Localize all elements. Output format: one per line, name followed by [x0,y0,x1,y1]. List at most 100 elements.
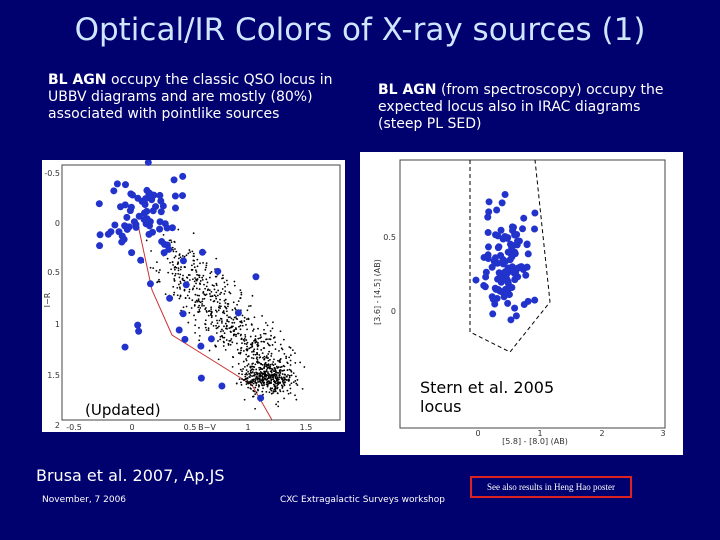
point [214,345,217,348]
point [188,249,191,251]
point [199,280,202,282]
point [127,203,135,211]
point [96,231,104,239]
right-text: BL AGN (from spectroscopy) occupy the ex… [378,82,688,133]
point [288,356,291,359]
point [249,384,252,386]
point [299,361,302,364]
point [179,172,187,180]
left-text: BL AGN occupy the classic QSO locus in U… [48,72,358,123]
point [261,376,264,379]
point [260,363,263,366]
point [210,316,213,319]
point [272,392,274,394]
point [188,288,191,291]
point [196,294,199,297]
point [218,302,221,305]
point [258,372,261,375]
point [291,349,294,352]
point [241,373,243,376]
point [177,269,180,272]
point [263,374,266,377]
point [215,284,218,287]
point [227,316,230,319]
point [277,372,280,374]
point [142,195,150,203]
point [253,348,256,351]
point [115,228,123,236]
point [273,373,276,376]
point [178,286,181,289]
point [207,314,210,317]
point [265,375,268,378]
point [273,388,276,391]
point [269,382,271,385]
point [240,320,243,323]
note-box: Stern et al. 2005 locus [420,378,554,416]
point [179,256,182,259]
point [294,352,296,355]
point [177,272,180,275]
point [258,374,261,377]
point [193,266,196,269]
point [268,338,271,341]
point [265,338,267,341]
point [227,342,230,345]
point [273,384,276,387]
point [203,297,206,300]
point [303,366,306,368]
point [259,334,262,336]
point [280,347,283,350]
point [281,380,284,383]
point [265,381,268,384]
point [246,345,249,348]
point [155,261,158,264]
point [493,206,501,214]
point [241,324,244,327]
point [156,191,164,199]
point [193,259,196,262]
point [270,389,273,392]
point [283,381,286,384]
point [276,367,279,369]
point [273,390,276,393]
point [134,321,142,329]
point [227,305,229,308]
point [292,372,295,374]
point [262,356,264,359]
point [221,321,223,324]
point [181,335,189,343]
point [276,384,279,387]
point [174,248,176,250]
point [183,289,186,292]
point [281,377,284,380]
point [246,373,248,376]
point [117,203,125,211]
point [281,373,284,375]
point [250,323,253,326]
point [158,238,166,246]
point [204,287,206,290]
point [269,365,272,368]
point [278,373,281,376]
point [163,224,171,232]
point [280,376,282,379]
point [270,352,273,355]
point [207,327,210,330]
point [217,309,220,312]
point [252,382,255,385]
point [286,362,289,365]
point [252,378,255,381]
point [245,380,248,383]
point [193,304,196,307]
point [239,328,242,331]
point [223,341,225,344]
point [249,346,252,349]
point [178,276,181,279]
point [237,300,240,303]
point [242,360,245,363]
point [232,318,235,321]
point [247,363,250,365]
point [213,284,215,287]
point [246,318,248,321]
